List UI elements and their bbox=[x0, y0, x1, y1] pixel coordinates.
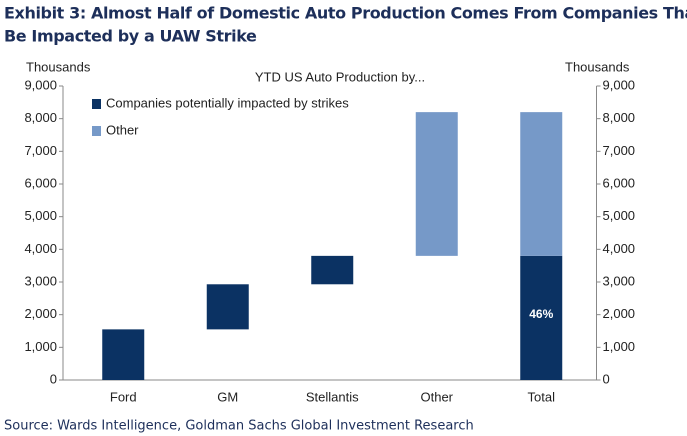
bar bbox=[206, 284, 249, 330]
bar bbox=[311, 255, 354, 285]
legend-swatch bbox=[92, 99, 101, 109]
y-tick-label: 2,000 bbox=[24, 306, 57, 321]
chart-title-line2: Be Impacted by a UAW Strike bbox=[4, 27, 257, 46]
y2-tick-label: 3,000 bbox=[603, 273, 636, 288]
y2-tick-label: 5,000 bbox=[603, 208, 636, 223]
y2-tick-label: 8,000 bbox=[603, 110, 636, 125]
y2-tick-label: 2,000 bbox=[603, 306, 636, 321]
y-tick-label: 4,000 bbox=[24, 241, 57, 256]
y-tick-label: 3,000 bbox=[24, 273, 57, 288]
legend-swatch bbox=[92, 126, 101, 136]
chart-subtitle: YTD US Auto Production by... bbox=[255, 69, 425, 84]
y2-tick-label: 9,000 bbox=[603, 77, 636, 92]
y-tick-label: 5,000 bbox=[24, 208, 57, 223]
bar bbox=[102, 329, 145, 380]
y-tick-label: 7,000 bbox=[24, 143, 57, 158]
y2-tick-label: 6,000 bbox=[603, 175, 636, 190]
y2-tick-label: 1,000 bbox=[603, 339, 636, 354]
x-tick-label: Other bbox=[420, 389, 453, 404]
chart-title: Exhibit 3: Almost Half of Domestic Auto … bbox=[4, 4, 687, 23]
y2-tick-label: 0 bbox=[603, 371, 610, 386]
y-tick-label: 9,000 bbox=[24, 77, 57, 92]
x-tick-label: Stellantis bbox=[306, 389, 359, 404]
bar bbox=[520, 112, 563, 256]
source: Source: Wards Intelligence, Goldman Sach… bbox=[4, 419, 474, 434]
y2-tick-label: 4,000 bbox=[603, 241, 636, 256]
x-tick-label: Total bbox=[528, 389, 556, 404]
y-tick-label: 1,000 bbox=[24, 339, 57, 354]
y-tick-label: 0 bbox=[50, 371, 57, 386]
x-tick-label: GM bbox=[217, 389, 238, 404]
y-tick-label: 8,000 bbox=[24, 110, 57, 125]
bar bbox=[415, 112, 458, 256]
y-axis-label: Thousands bbox=[26, 59, 91, 74]
data-label: 46% bbox=[529, 307, 553, 321]
x-tick-label: Ford bbox=[110, 389, 137, 404]
y2-axis-label: Thousands bbox=[565, 59, 630, 74]
y-tick-label: 6,000 bbox=[24, 175, 57, 190]
bar bbox=[520, 255, 563, 380]
legend-label: Companies potentially impacted by strike… bbox=[106, 95, 349, 110]
y2-tick-label: 7,000 bbox=[603, 143, 636, 158]
legend-label: Other bbox=[106, 122, 139, 137]
